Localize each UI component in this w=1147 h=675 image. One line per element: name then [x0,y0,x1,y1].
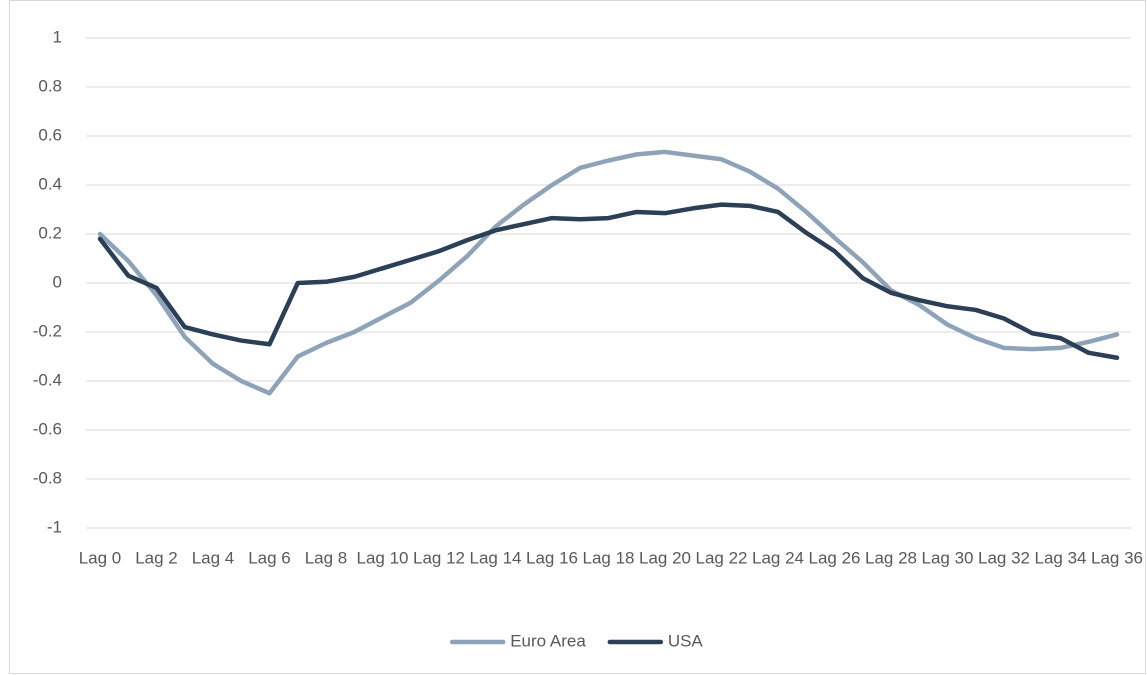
x-tick-label: Lag 36 [1091,548,1143,567]
x-tick-label: Lag 16 [526,548,578,567]
line-series [97,149,1120,396]
chart-border [9,0,1146,674]
legend-label: USA [668,631,704,650]
x-tick-label: Lag 32 [978,548,1030,567]
x-tick-label: Lag 24 [752,548,804,567]
x-tick-label: Lag 20 [639,548,691,567]
y-tick-label: 0 [53,272,62,291]
x-tick-label: Lag 30 [922,548,974,567]
x-tick-label: Lag 12 [413,548,465,567]
y-tick-label: -0.8 [33,468,62,487]
legend: Euro Area USA [449,631,704,650]
x-tick-label: Lag 2 [135,548,178,567]
x-tick-label: Lag 4 [192,548,235,567]
legend-label: Euro Area [510,631,586,650]
y-tick-label: 0.6 [38,125,62,144]
x-tick-label: Lag 22 [696,548,748,567]
x-tick-label: Lag 6 [248,548,291,567]
y-tick-label: 0.8 [38,76,62,95]
y-tick-label: 0.4 [38,174,62,193]
x-tick-label: Lag 0 [79,548,122,567]
y-tick-label: -0.4 [33,370,62,389]
x-tick-label: Lag 18 [583,548,635,567]
x-tick-label: Lag 10 [357,548,409,567]
y-tick-label: 1 [53,27,62,46]
x-tick-label: Lag 34 [1035,548,1087,567]
y-tick-label: 0.2 [38,223,62,242]
x-tick-label: Lag 26 [809,548,861,567]
y-tick-label: -1 [47,517,62,536]
x-tick-label: Lag 8 [305,548,348,567]
line-series [97,202,1120,360]
y-tick-label: -0.6 [33,419,62,438]
x-tick-label: Lag 28 [865,548,917,567]
x-tick-label: Lag 14 [470,548,522,567]
y-tick-label: -0.2 [33,321,62,340]
